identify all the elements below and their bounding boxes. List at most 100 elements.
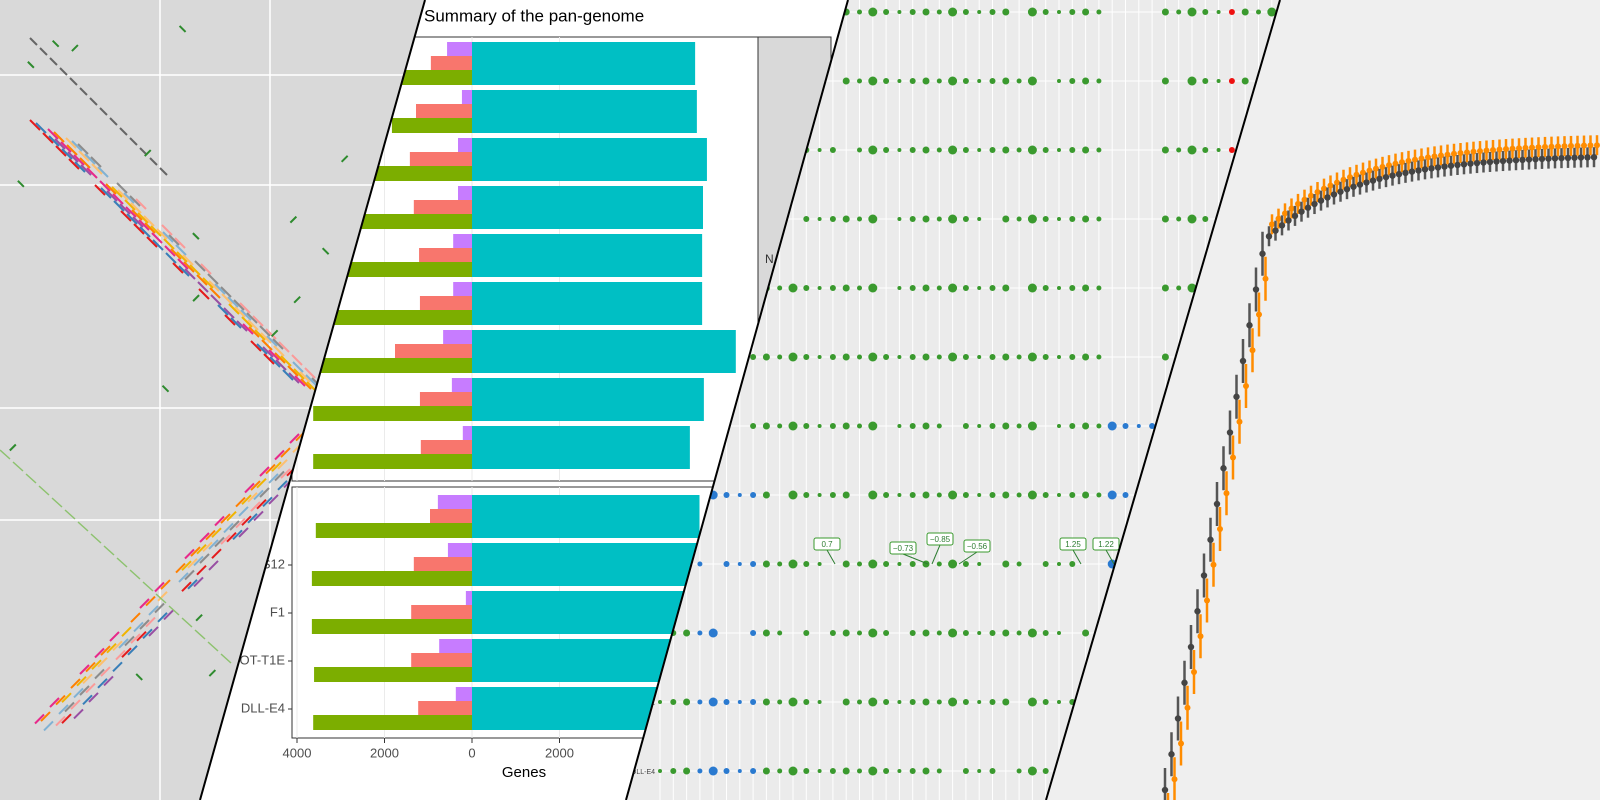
point	[1470, 148, 1477, 155]
dot	[1096, 78, 1102, 84]
segment	[260, 332, 272, 344]
dot	[962, 9, 969, 15]
segment	[47, 128, 59, 140]
point	[1408, 168, 1416, 175]
dot	[936, 561, 942, 567]
bar	[430, 509, 472, 523]
dot	[788, 490, 798, 500]
dot	[1161, 353, 1169, 361]
segment	[234, 306, 246, 318]
dot	[1016, 768, 1022, 774]
segment	[25, 473, 37, 484]
dot	[909, 423, 916, 429]
segment	[55, 145, 67, 157]
segment	[163, 609, 174, 621]
dot	[962, 147, 969, 153]
dot	[857, 423, 862, 429]
segment	[68, 158, 80, 170]
segment	[157, 591, 168, 602]
dot	[817, 700, 822, 704]
segment	[253, 510, 264, 522]
x-tick-label: 2000	[545, 745, 574, 760]
segment	[130, 202, 142, 214]
bar	[472, 378, 704, 421]
point	[1548, 143, 1555, 150]
point	[1581, 142, 1587, 149]
segment	[247, 492, 258, 503]
point	[1337, 188, 1344, 195]
dot	[842, 629, 850, 637]
segment	[241, 494, 252, 505]
segment	[79, 157, 91, 169]
dot	[1057, 79, 1061, 83]
segment	[229, 520, 240, 531]
segment	[199, 532, 210, 543]
dot	[883, 561, 890, 567]
dot	[1256, 9, 1261, 15]
segment	[58, 704, 69, 715]
bar	[413, 200, 472, 214]
point	[1457, 150, 1464, 157]
dot	[989, 630, 996, 636]
leader	[902, 553, 929, 565]
dot	[1161, 284, 1169, 292]
dot	[658, 769, 662, 773]
point	[1304, 204, 1312, 211]
point	[1421, 166, 1429, 173]
point	[1363, 179, 1370, 186]
segment	[54, 138, 66, 150]
bar	[391, 118, 472, 133]
segment	[39, 47, 48, 56]
dot	[936, 423, 942, 429]
dot	[1069, 78, 1076, 84]
dot	[829, 354, 836, 360]
dot	[977, 700, 982, 704]
segment	[293, 368, 305, 380]
bar	[395, 344, 472, 358]
dot	[1096, 285, 1102, 291]
segment	[178, 265, 190, 277]
dot	[737, 700, 742, 704]
segment	[121, 647, 132, 658]
dot	[857, 561, 862, 567]
segment	[272, 338, 284, 350]
dot	[697, 561, 703, 567]
segment	[280, 468, 291, 479]
dot	[1027, 352, 1037, 362]
dot	[1069, 9, 1076, 15]
segment	[99, 180, 111, 192]
segment	[76, 675, 87, 687]
point	[1512, 157, 1520, 164]
dot	[762, 560, 770, 568]
segment	[55, 694, 66, 706]
dot	[909, 147, 916, 153]
segment	[184, 268, 196, 280]
segment	[34, 713, 45, 725]
dot	[1057, 286, 1061, 290]
dot	[897, 10, 902, 14]
y-tick-label: DOT-T1E	[230, 652, 285, 667]
dot	[842, 491, 850, 499]
segment	[97, 657, 108, 668]
segment	[152, 239, 164, 251]
segment	[9, 443, 17, 452]
point	[1473, 159, 1481, 167]
dot	[1027, 766, 1037, 776]
x-axis-label: Genes	[502, 764, 546, 781]
segment	[250, 480, 261, 491]
dot	[750, 354, 757, 360]
segment	[55, 715, 66, 727]
segment	[250, 501, 261, 512]
point	[1174, 715, 1182, 722]
dot	[1096, 9, 1102, 15]
point	[1295, 200, 1301, 207]
point	[1412, 156, 1418, 163]
point	[1197, 633, 1204, 640]
segment	[35, 122, 47, 134]
point	[1503, 146, 1509, 153]
point	[1298, 208, 1305, 215]
bar	[472, 138, 707, 181]
segment	[100, 645, 111, 656]
segment	[51, 39, 60, 48]
dot	[1042, 492, 1049, 498]
